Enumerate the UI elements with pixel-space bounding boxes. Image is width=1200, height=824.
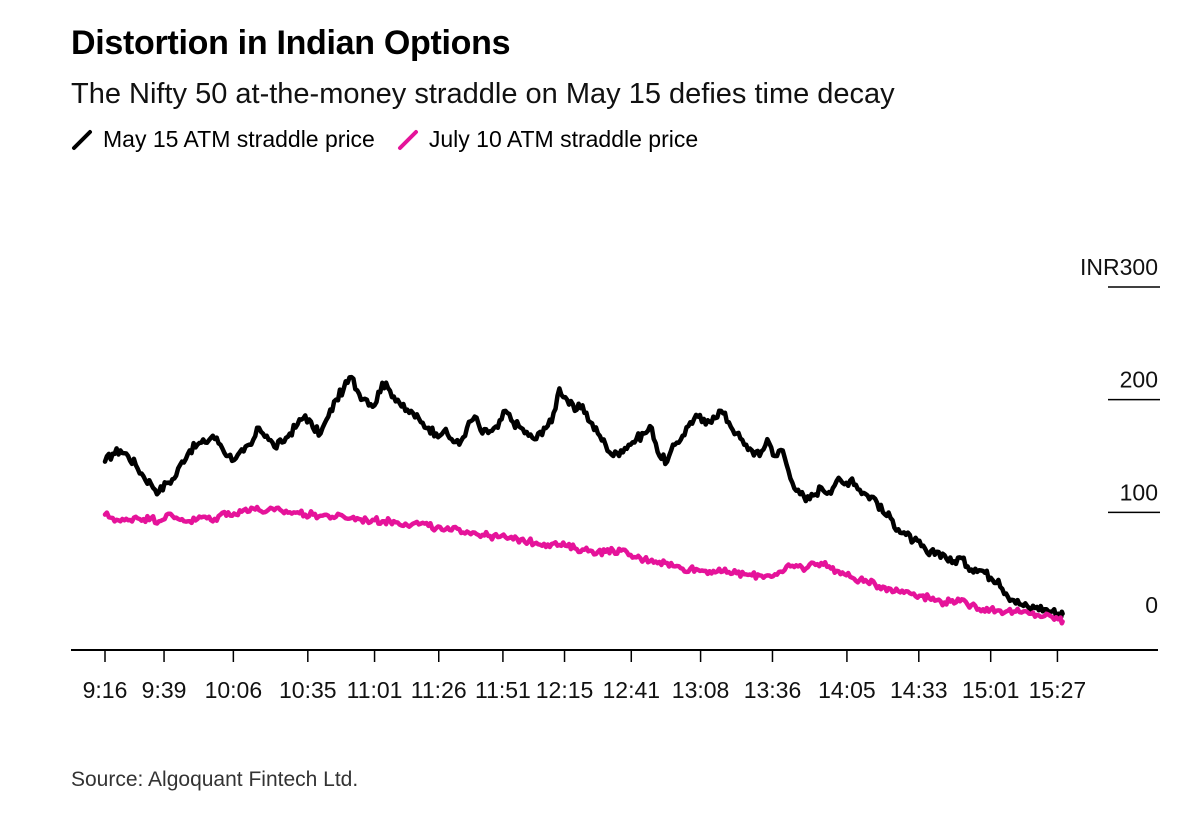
x-tick-label-8: 12:41 xyxy=(602,677,660,703)
x-tick-label-10: 13:36 xyxy=(744,677,802,703)
chart-subtitle: The Nifty 50 at-the-money straddle on Ma… xyxy=(71,78,895,110)
x-tick-label-2: 10:06 xyxy=(205,677,263,703)
x-tick-label-9: 13:08 xyxy=(672,677,730,703)
x-tick-label-0: 9:16 xyxy=(83,677,128,703)
y-tick-label-100: 100 xyxy=(1120,479,1158,505)
x-tick-label-14: 15:27 xyxy=(1029,677,1087,703)
source-note: Source: Algoquant Fintech Ltd. xyxy=(71,768,359,791)
x-tick-label-1: 9:39 xyxy=(142,677,187,703)
series-layer xyxy=(102,374,1065,626)
x-tick-label-7: 12:15 xyxy=(536,677,594,703)
series-line-0 xyxy=(102,374,1065,619)
x-tick-label-11: 14:05 xyxy=(818,677,876,703)
legend-swatch-july10 xyxy=(397,129,418,150)
legend-label-may15: May 15 ATM straddle price xyxy=(103,126,375,152)
series-line-1 xyxy=(102,504,1065,626)
x-tick-label-4: 11:01 xyxy=(347,677,403,703)
chart-title: Distortion in Indian Options xyxy=(71,24,511,62)
x-tick-label-6: 11:51 xyxy=(475,677,531,703)
x-tick-label-13: 15:01 xyxy=(962,677,1020,703)
chart-legend: May 15 ATM straddle price July 10 ATM st… xyxy=(71,126,720,153)
x-tick-label-5: 11:26 xyxy=(411,677,467,703)
legend-label-july10: July 10 ATM straddle price xyxy=(428,126,699,152)
line-chart: 0 100 200 INR300 9:16 9:39 10:06 10:35 11:01 11:… xyxy=(71,254,1160,703)
x-tick-label-12: 14:33 xyxy=(890,677,948,703)
legend-item-july10: July 10 ATM straddle price xyxy=(397,126,698,153)
y-tick-label-300: INR300 xyxy=(1080,254,1158,280)
x-tick-label-3: 10:35 xyxy=(279,677,337,703)
legend-item-may15: May 15 ATM straddle price xyxy=(71,126,375,153)
legend-swatch-may15 xyxy=(72,129,92,150)
y-tick-label-0: 0 xyxy=(1145,592,1158,618)
y-tick-label-200: 200 xyxy=(1120,367,1158,393)
y-axis: 0 100 200 INR300 xyxy=(1080,254,1160,618)
x-axis: 9:16 9:39 10:06 10:35 11:01 11:26 11:51 12:15 12… xyxy=(71,649,1158,703)
